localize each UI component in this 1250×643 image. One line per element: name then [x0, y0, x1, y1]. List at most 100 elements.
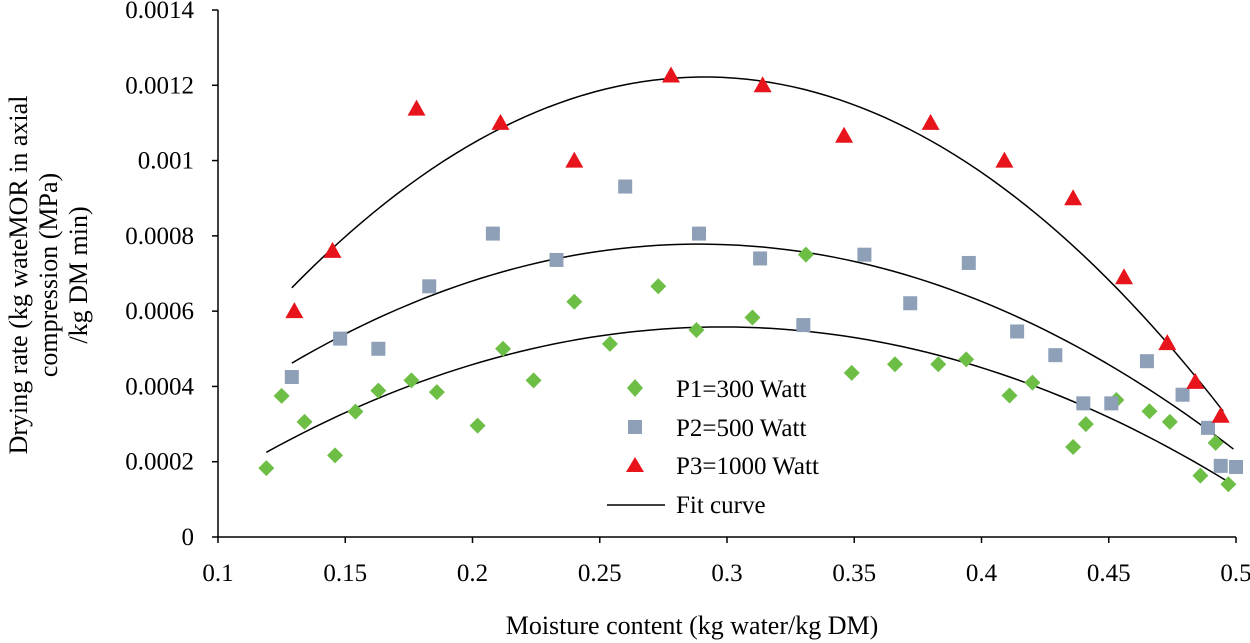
fit-curve-1: [265, 326, 1229, 483]
x-tick-label: 0.3: [711, 560, 742, 587]
data-point-square: [1010, 324, 1025, 339]
legend-label-p3: P3=1000 Watt: [676, 453, 819, 480]
x-axis-title: Moisture content (kg water/kg DM): [506, 611, 879, 640]
data-point-diamond: [1207, 434, 1224, 451]
data-point-diamond: [258, 460, 275, 477]
data-point-triangle: [1186, 372, 1205, 389]
data-point-triangle: [285, 302, 304, 319]
data-point-triangle: [995, 151, 1014, 168]
y-axis-ticks: 0 0.0002 0.0004 0.0006 0.0008 0.001 0.0012 0.00…: [125, 0, 218, 551]
y-tick-label: 0.0004: [125, 373, 194, 400]
data-point-triangle: [1211, 406, 1230, 423]
data-point-triangle: [565, 151, 584, 168]
data-point-square: [1104, 396, 1119, 411]
fit-curve-2: [291, 243, 1234, 450]
data-point-diamond: [958, 351, 975, 368]
data-point-diamond: [1065, 439, 1082, 456]
data-point-square: [1048, 348, 1063, 363]
data-point-triangle: [921, 113, 940, 130]
data-point-square: [1201, 420, 1216, 435]
data-point-square: [422, 279, 437, 294]
series-p2: [284, 179, 1243, 474]
data-point-square: [549, 252, 564, 267]
data-point-square: [1229, 459, 1243, 474]
data-point-diamond: [1001, 387, 1018, 404]
data-point-square: [796, 318, 811, 333]
data-point-diamond: [1141, 403, 1158, 420]
legend-item-p1: P1=300 Watt: [627, 376, 806, 403]
y-axis-title-line-1: Drying rate (kg wateMOR in axial: [4, 96, 33, 455]
legend-item-p2: P2=500 Watt: [628, 415, 806, 442]
y-axis-title-line-3: /kg DM min): [64, 206, 93, 343]
y-tick-label: 0.0008: [125, 223, 194, 250]
data-point-diamond: [930, 356, 947, 373]
x-tick-label: 0.1: [202, 560, 233, 587]
data-point-diamond: [1077, 416, 1094, 433]
data-point-square: [371, 341, 386, 356]
data-point-triangle: [753, 76, 772, 93]
data-point-triangle: [835, 126, 854, 143]
data-point-diamond: [650, 278, 667, 295]
data-point-diamond: [688, 321, 705, 338]
data-point-square: [284, 370, 299, 385]
data-point-diamond: [843, 364, 860, 381]
legend-marker-diamond: [627, 379, 643, 397]
series-p1: [258, 246, 1237, 493]
data-point-square: [857, 247, 872, 262]
legend-label-p1: P1=300 Watt: [676, 376, 806, 403]
data-point-square: [618, 179, 633, 194]
data-point-diamond: [525, 372, 542, 389]
data-point-square: [1213, 458, 1228, 473]
data-point-triangle: [491, 113, 510, 130]
x-tick-label: 0.25: [578, 560, 622, 587]
y-tick-label: 0.0014: [125, 0, 194, 24]
data-point-triangle: [407, 99, 426, 116]
y-tick-label: 0: [182, 524, 195, 551]
data-point-triangle: [323, 241, 342, 258]
data-point-square: [1076, 396, 1091, 411]
data-point-diamond: [347, 403, 364, 420]
data-point-triangle: [1115, 268, 1134, 285]
data-point-diamond: [601, 335, 618, 352]
legend-item-fit: Fit curve: [607, 492, 766, 519]
data-point-diamond: [428, 384, 445, 401]
legend-label-p2: P2=500 Watt: [676, 415, 806, 442]
x-tick-label: 0.2: [457, 560, 488, 587]
data-point-diamond: [1024, 374, 1041, 391]
data-point-diamond: [273, 387, 290, 404]
data-point-diamond: [1161, 413, 1178, 430]
data-point-diamond: [403, 372, 420, 389]
data-point-square: [485, 226, 500, 241]
x-tick-label: 0.15: [323, 560, 367, 587]
legend-marker-triangle: [626, 457, 644, 472]
x-tick-label: 0.35: [832, 560, 876, 587]
data-point-diamond: [495, 340, 512, 357]
x-tick-label: 0.4: [966, 560, 998, 587]
data-point-square: [333, 331, 348, 346]
y-tick-label: 0.0012: [125, 72, 194, 99]
data-point-square: [1139, 354, 1154, 369]
data-point-diamond: [370, 382, 387, 399]
legend: P1=300 Watt P2=500 Watt P3=1000 Watt Fit…: [607, 376, 819, 519]
data-point-square: [903, 296, 918, 311]
data-points: [258, 66, 1243, 493]
y-axis-title: Drying rate (kg wateMOR in axial compres…: [4, 96, 93, 455]
data-point-triangle: [662, 66, 681, 83]
x-tick-label: 0.5: [1220, 560, 1250, 587]
y-tick-label: 0.0002: [125, 449, 194, 476]
data-point-diamond: [886, 356, 903, 373]
data-point-diamond: [566, 293, 583, 310]
data-point-diamond: [327, 447, 344, 464]
y-axis-title-line-2: compression (MPa): [34, 173, 63, 377]
legend-item-p3: P3=1000 Watt: [626, 453, 819, 480]
data-point-triangle: [1158, 334, 1177, 351]
data-point-diamond: [744, 309, 761, 326]
data-point-diamond: [1220, 476, 1237, 493]
data-point-diamond: [797, 246, 814, 263]
data-point-diamond: [469, 417, 486, 434]
data-point-diamond: [296, 413, 313, 430]
x-axis-ticks: 0.1 0.15 0.2 0.25 0.3 0.35 0.4 0.45 0.5: [202, 537, 1250, 587]
data-point-triangle: [1064, 189, 1083, 206]
y-tick-label: 0.0006: [125, 298, 194, 325]
